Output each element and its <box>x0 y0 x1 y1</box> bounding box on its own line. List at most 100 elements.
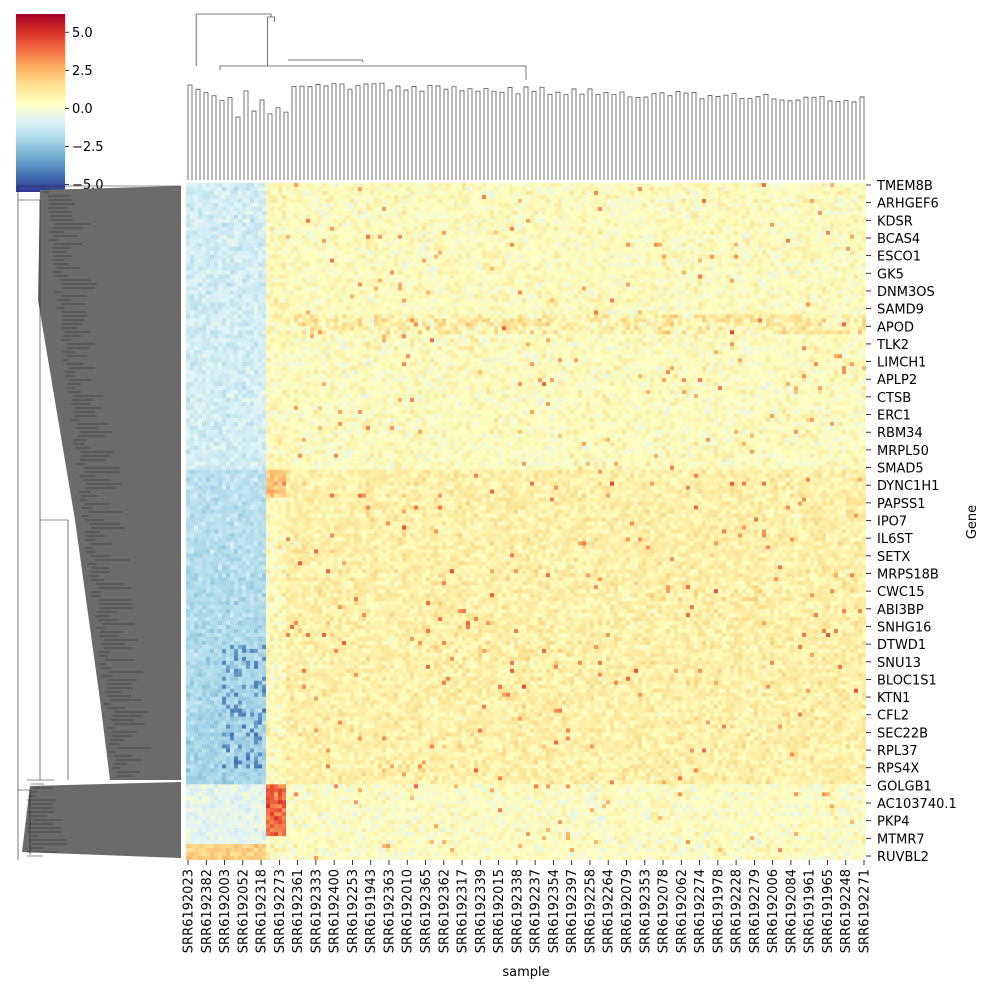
heatmap-cell <box>290 274 295 279</box>
heatmap-cell <box>658 254 663 260</box>
heatmap-cell <box>782 214 787 220</box>
heatmap-cell <box>202 198 207 204</box>
heatmap-cell <box>298 290 303 295</box>
heatmap-cell <box>410 226 415 232</box>
heatmap-cell <box>202 246 207 252</box>
heatmap-cell <box>214 262 219 268</box>
heatmap-cell <box>250 214 255 220</box>
heatmap-cell <box>778 258 783 264</box>
heatmap-cell <box>522 230 527 236</box>
heatmap-cell <box>234 210 239 216</box>
heatmap-cell <box>258 198 263 204</box>
heatmap-cell <box>614 230 619 236</box>
heatmap-cell <box>210 262 215 268</box>
heatmap-cell <box>798 290 803 295</box>
heatmap-cell <box>722 238 727 244</box>
heatmap-cell <box>730 266 735 272</box>
heatmap-cell <box>294 222 299 228</box>
heatmap-cell <box>490 242 495 248</box>
heatmap-cell <box>414 226 419 232</box>
heatmap-cell <box>306 286 311 291</box>
heatmap-cell <box>814 214 819 220</box>
heatmap-cell <box>590 186 595 192</box>
heatmap-cell <box>650 226 655 232</box>
heatmap-cell <box>774 226 779 232</box>
heatmap-cell <box>278 206 283 212</box>
heatmap-cell <box>814 206 819 212</box>
heatmap-cell <box>582 278 587 283</box>
heatmap-cell <box>862 246 866 252</box>
heatmap-cell <box>198 274 203 279</box>
heatmap-cell <box>310 218 315 224</box>
heatmap-cell <box>650 210 655 216</box>
heatmap-cell <box>794 226 799 232</box>
heatmap-cell <box>334 286 339 291</box>
heatmap-cell <box>282 190 287 196</box>
heatmap-cell <box>534 290 539 295</box>
heatmap-cell <box>234 234 239 240</box>
heatmap-cell <box>434 183 439 188</box>
heatmap-cell <box>298 270 303 275</box>
heatmap-cell <box>794 202 799 208</box>
heatmap-cell <box>666 290 671 295</box>
heatmap-cell <box>438 186 443 192</box>
heatmap-cell <box>238 278 243 283</box>
heatmap-cell <box>722 222 727 228</box>
heatmap-cell <box>714 222 719 228</box>
heatmap-cell <box>222 202 227 208</box>
heatmap-cell <box>318 290 323 295</box>
heatmap-cell <box>522 242 527 248</box>
heatmap-cell <box>366 274 371 279</box>
heatmap-cell <box>290 278 295 283</box>
heatmap-cell <box>566 222 571 228</box>
heatmap-cell <box>282 202 287 208</box>
heatmap-cell <box>710 190 715 196</box>
heatmap-cell <box>702 183 707 188</box>
heatmap-cell <box>642 250 647 256</box>
heatmap-cell <box>246 206 251 212</box>
heatmap-cell <box>226 254 231 260</box>
heatmap-cell <box>682 246 687 252</box>
heatmap-cell <box>346 242 351 248</box>
heatmap-cell <box>490 258 495 264</box>
heatmap-cell <box>502 262 507 268</box>
heatmap-cell <box>858 238 863 244</box>
heatmap-cell <box>374 278 379 283</box>
heatmap-cell <box>690 202 695 208</box>
heatmap-cell <box>478 270 483 275</box>
heatmap-cell <box>670 262 675 268</box>
heatmap-cell <box>590 270 595 275</box>
heatmap-cell <box>230 270 235 275</box>
heatmap-cell <box>310 198 315 204</box>
heatmap-cell <box>858 214 863 220</box>
heatmap-cell <box>194 250 199 256</box>
heatmap-cell <box>466 258 471 264</box>
heatmap-cell <box>550 254 555 260</box>
heatmap-cell <box>350 274 355 279</box>
heatmap-cell <box>818 286 823 291</box>
heatmap-cell <box>198 254 203 260</box>
heatmap-cell <box>778 290 783 295</box>
heatmap-cell <box>302 238 307 244</box>
heatmap-cell <box>830 258 835 264</box>
heatmap-cell <box>534 214 539 220</box>
heatmap-cell <box>466 262 471 268</box>
heatmap-cell <box>338 214 343 220</box>
heatmap-cell <box>842 226 847 232</box>
heatmap-cell <box>738 246 743 252</box>
heatmap-cell <box>338 242 343 248</box>
heatmap-cell <box>610 270 615 275</box>
heatmap-cell <box>358 278 363 283</box>
heatmap-cell <box>702 194 707 200</box>
heatmap-cell <box>346 270 351 275</box>
heatmap-cell <box>642 286 647 291</box>
heatmap-cell <box>554 183 559 188</box>
heatmap-cell <box>774 262 779 268</box>
heatmap-cell <box>286 206 291 212</box>
heatmap-cell <box>838 238 843 244</box>
heatmap-cell <box>274 238 279 244</box>
heatmap-cell <box>550 282 555 287</box>
heatmap-cell <box>402 222 407 228</box>
heatmap-cell <box>662 258 667 264</box>
heatmap-cell <box>786 294 791 299</box>
